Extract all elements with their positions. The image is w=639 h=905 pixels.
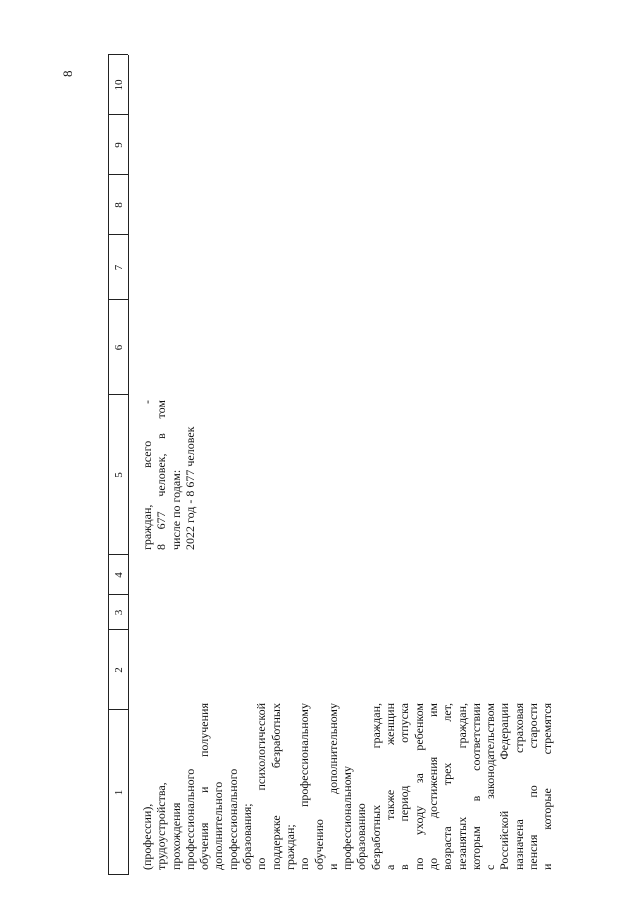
column-header: 1 (113, 789, 125, 796)
header-bottom-border (128, 55, 129, 875)
text-line: по уходу за ребенком (411, 703, 426, 870)
text-line: в период отпуска (397, 703, 412, 870)
text-line: а также женщин (383, 703, 398, 870)
page-number: 8 (60, 70, 75, 78)
text-line: и дополнительному (325, 703, 340, 870)
text-line: безработных граждан, (368, 703, 383, 870)
text-line: прохождения (168, 802, 183, 870)
text-line: до достижения им (425, 703, 440, 870)
text-line: граждан; (282, 824, 297, 870)
table-top-border (108, 55, 109, 875)
column-header: 3 (113, 609, 125, 616)
text-line: образованию (354, 803, 369, 870)
text-line: и которые стремятся (540, 703, 555, 870)
cell-text: граждан, всего -8 677 человек, в том числе по г… (140, 400, 197, 550)
text-line: образования; (240, 803, 255, 870)
text-line: назначена страховая (511, 703, 526, 870)
text-line: по психологической (254, 703, 269, 870)
text-line: профессиональному (340, 766, 355, 870)
text-line: обучению (311, 819, 326, 870)
text-line: 2022 год - 8 677 человек (182, 426, 197, 550)
text-line: трудоустройства, (154, 782, 169, 870)
text-line: возраста трех лет, (440, 703, 455, 870)
text-line: Российской Федерации (497, 703, 512, 870)
column-header: 2 (113, 667, 125, 673)
column-header: 7 (113, 264, 125, 271)
column-header: 8 (113, 202, 125, 208)
text-line: по профессиональному (297, 703, 312, 870)
text-line: обучения и получения (197, 703, 212, 870)
text-line: которым в соответствии (468, 703, 483, 870)
column-header: 5 (113, 472, 125, 478)
column-header: 10 (113, 79, 125, 91)
text-line: незанятых граждан, (454, 703, 469, 870)
text-line: пенсия по старости (526, 703, 541, 870)
text-line: профессионального (225, 768, 240, 870)
text-line: (профессии), (140, 803, 154, 870)
cell-text: (профессии), трудоустройства, прохождения п… (140, 703, 555, 870)
text-line: числе по годам: (168, 469, 183, 550)
column-header: 4 (113, 572, 125, 578)
column-header: 6 (113, 344, 125, 351)
text-line: 8 677 человек, в том (154, 400, 169, 550)
column-header: 9 (113, 142, 125, 148)
text-line: профессионального (182, 768, 197, 870)
text-line: дополнительного (211, 781, 226, 870)
text-line: с законодательством (483, 703, 498, 870)
text-line: поддержке безработных (268, 703, 283, 870)
text-line: граждан, всего - (140, 400, 154, 550)
